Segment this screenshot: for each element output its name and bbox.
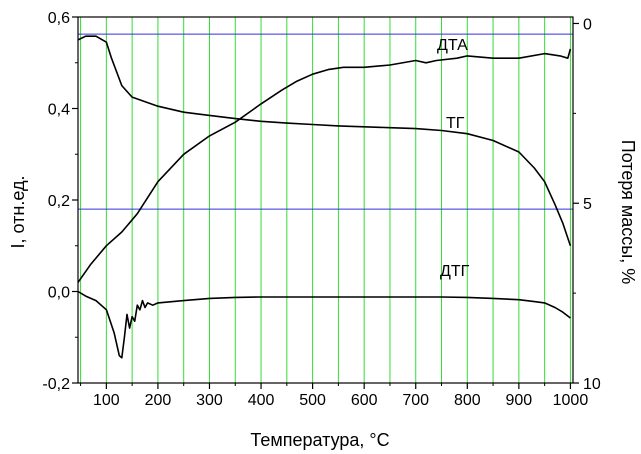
x-tick-label: 300 bbox=[196, 392, 223, 409]
y-left-tick-labels: -0,2 0,0 0,2 0,4 0,6 bbox=[42, 10, 70, 393]
series-label-dta: ДТА bbox=[437, 37, 468, 54]
blue-gridlines bbox=[78, 33, 573, 210]
series-label-tg: ТГ bbox=[446, 115, 465, 132]
y-right-tick-label: 0 bbox=[583, 16, 592, 33]
curves bbox=[77, 35, 572, 359]
x-tick-label: 500 bbox=[299, 392, 326, 409]
y-right-tick-label: 5 bbox=[583, 196, 592, 213]
y-left-tick-label: 0,4 bbox=[48, 102, 70, 119]
y-left-tick-label: -0,2 bbox=[42, 376, 70, 393]
x-tick-label: 800 bbox=[454, 392, 481, 409]
x-tick-label: 700 bbox=[402, 392, 429, 409]
series-line-1 bbox=[77, 35, 572, 246]
x-tick-label: 400 bbox=[248, 392, 275, 409]
y-right-tick-label: 10 bbox=[583, 376, 601, 393]
green-gridlines bbox=[80, 17, 571, 383]
y-right-tick-labels: 0 5 10 bbox=[583, 16, 601, 393]
y-left-axis-title: I, отн.ед. bbox=[8, 176, 28, 249]
x-axis-title: Температура, °С bbox=[250, 430, 389, 450]
series-label-dtg: ДТГ bbox=[440, 263, 470, 280]
x-tick-label: 600 bbox=[351, 392, 378, 409]
series-line-0 bbox=[77, 48, 572, 283]
y-right-axis-title: Потеря массы, % bbox=[618, 140, 638, 285]
y-left-tick-label: 0,6 bbox=[48, 10, 70, 27]
x-tick-label: 100 bbox=[93, 392, 120, 409]
y-left-tick-label: 0,0 bbox=[48, 285, 70, 302]
plot-frame bbox=[77, 16, 574, 384]
series-line-2 bbox=[77, 290, 571, 359]
x-tick-label: 900 bbox=[506, 392, 533, 409]
axis-ticks bbox=[72, 16, 579, 389]
x-tick-labels: 100 200 300 400 500 600 700 800 900 1000 bbox=[93, 392, 588, 409]
y-left-tick-label: 0,2 bbox=[48, 193, 70, 210]
x-tick-label: 1000 bbox=[553, 392, 589, 409]
x-tick-label: 200 bbox=[145, 392, 172, 409]
